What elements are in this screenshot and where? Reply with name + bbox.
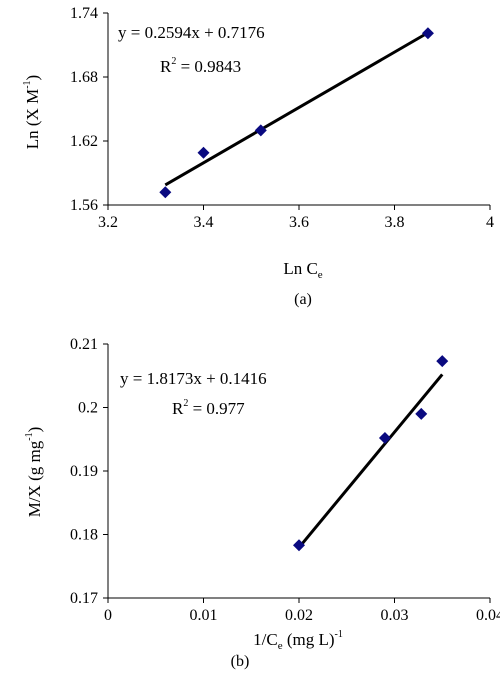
chart-a-equation: y = 0.2594x + 0.7176 [118,23,265,42]
chart-b-data-point [436,355,449,368]
chart-a-data-point [254,124,267,137]
chart-b-data-point [293,539,305,552]
chart-b-y-tick-label: 0.19 [70,463,98,480]
chart-b-x-axis-label: 1/Ce (mg L)-1 [253,629,343,652]
chart-a-r-squared: R2 = 0.9843 [160,56,241,76]
chart-a-x-tick-label: 3.2 [98,214,118,231]
chart-b-y-axis-label: M/X (g mg-1) [24,427,44,518]
chart-a: 1.56 1.62 1.68 1.74 3.2 3.4 3.6 3.8 4 y = 0.2594… [22,5,494,308]
chart-b-points [293,355,449,552]
chart-b-y-tick-label: 0.2 [78,400,98,417]
chart-a-y-tick-label: 1.68 [70,69,98,86]
chart-a-points [159,27,434,199]
chart-a-y-tick-label: 1.62 [70,133,98,150]
chart-b-ticks [103,343,491,603]
chart-a-trendline [164,31,429,187]
chart-b-r-squared: R2 = 0.977 [172,398,245,418]
chart-b-y-tick-label: 0.18 [70,527,98,544]
chart-a-x-tick-label: 4 [486,214,494,231]
chart-b-tick-labels: 0.17 0.18 0.19 0.2 0.21 0 0.01 0.02 0.03 0.04 [70,336,500,624]
chart-a-x-tick-label: 3.4 [194,214,214,231]
chart-b-y-tick-label: 0.21 [70,336,98,353]
chart-b-trendline [297,373,444,549]
chart-b-x-tick-label: 0.01 [190,607,218,624]
chart-b-caption: (b) [231,653,250,670]
chart-b-data-point [415,407,428,420]
chart-b-data-point [378,431,391,444]
chart-a-caption: (a) [294,291,312,308]
chart-a-tick-labels: 1.56 1.62 1.68 1.74 3.2 3.4 3.6 3.8 4 [70,5,494,231]
chart-b-equation: y = 1.8173x + 0.1416 [120,369,267,388]
chart-a-y-tick-label: 1.74 [70,5,98,22]
chart-b-x-tick-label: 0.04 [476,607,500,624]
chart-a-data-point [197,146,210,159]
chart-a-y-axis-label: Ln (X M-1) [22,75,42,149]
chart-a-x-axis-label: Ln Ce [283,259,322,281]
chart-a-y-tick-label: 1.56 [70,197,98,214]
chart-a-ticks [103,12,491,210]
chart-a-x-tick-label: 3.6 [289,214,309,231]
chart-b-x-tick-label: 0.03 [381,607,409,624]
chart-b-y-tick-label: 0.17 [70,590,98,607]
chart-a-x-tick-label: 3.8 [385,214,405,231]
chart-b: 0.17 0.18 0.19 0.2 0.21 0 0.01 0.02 0.03 0.04 y =… [24,336,500,670]
chart-b-x-tick-label: 0.02 [285,607,313,624]
chart-a-data-point [159,186,172,199]
chart-b-x-tick-label: 0 [104,607,112,624]
chart-a-data-point [421,27,434,40]
